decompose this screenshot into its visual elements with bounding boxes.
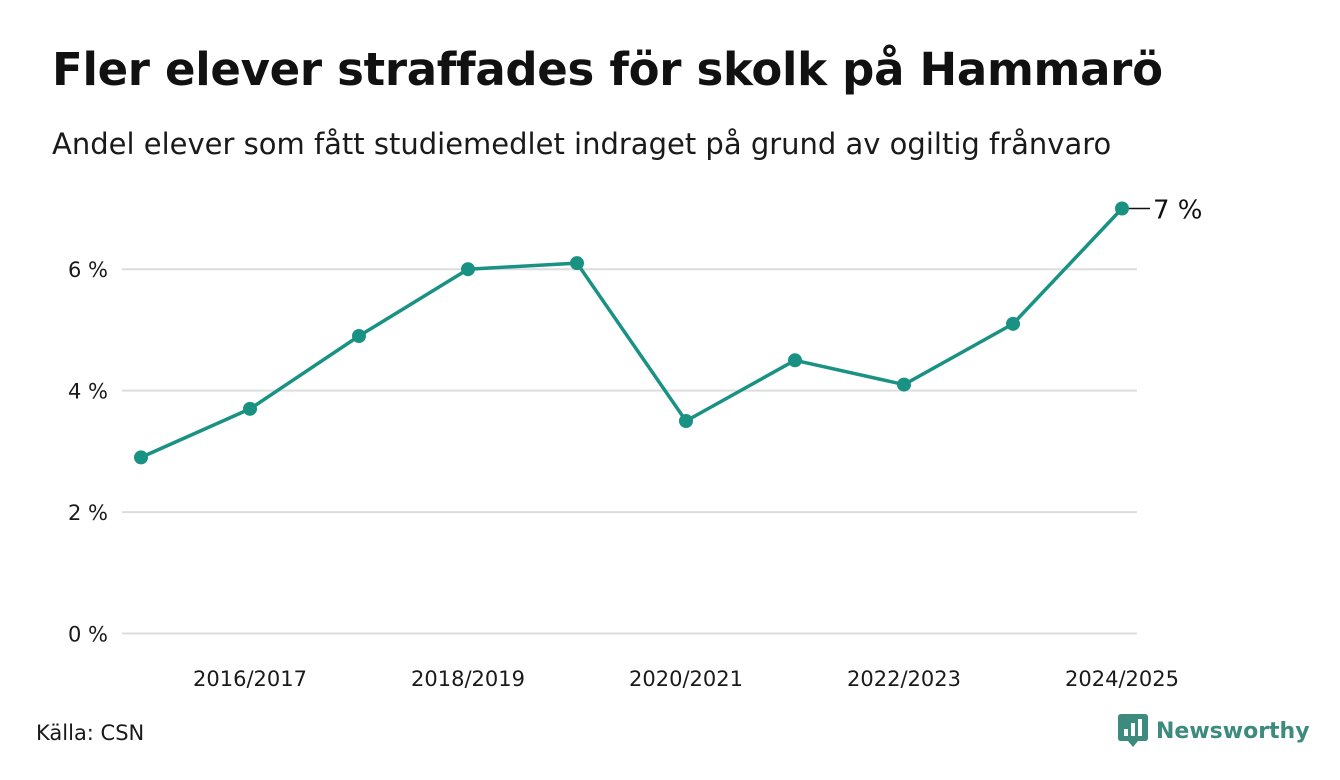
data-point xyxy=(134,450,148,465)
y-axis-ticks: 0 % 2 % 4 % 6 % xyxy=(68,258,108,646)
data-point xyxy=(897,377,911,392)
newsworthy-logo-icon xyxy=(1118,714,1148,747)
chart-subtitle: Andel elever som fått studiemedlet indra… xyxy=(52,127,1112,161)
annotations: 7 % xyxy=(1129,196,1203,226)
gridlines xyxy=(122,268,1137,635)
x-tick-label: 2016/2017 xyxy=(193,667,307,691)
data-point xyxy=(352,329,366,343)
series-line xyxy=(139,206,1124,460)
y-tick-label: 0 % xyxy=(68,623,108,647)
y-tick-label: 6 % xyxy=(68,258,108,282)
brand-name: Newsworthy xyxy=(1156,718,1310,744)
data-point xyxy=(1006,316,1020,331)
x-tick-label: 2020/2021 xyxy=(629,667,743,691)
chart-title: Fler elever straffades för skolk på Hamm… xyxy=(52,43,1163,96)
y-tick-label: 2 % xyxy=(68,501,108,525)
series-layer xyxy=(134,201,1129,465)
x-tick-label: 2024/2025 xyxy=(1065,667,1179,691)
y-tick-label: 4 % xyxy=(68,380,108,404)
data-point xyxy=(461,262,475,277)
annotation-label: 7 % xyxy=(1153,196,1203,226)
data-point xyxy=(788,353,802,368)
x-tick-label: 2022/2023 xyxy=(847,667,961,691)
data-point xyxy=(1115,201,1129,216)
x-tick-label: 2018/2019 xyxy=(411,667,525,691)
data-point xyxy=(679,414,693,428)
data-point xyxy=(243,401,257,416)
brand-logo: Newsworthy xyxy=(1118,714,1310,748)
data-point xyxy=(570,256,584,271)
x-axis-ticks: 2016/2017 2018/2019 2020/2021 2022/2023 2024… xyxy=(193,667,1179,691)
source-note: Källa: CSN xyxy=(36,721,145,745)
